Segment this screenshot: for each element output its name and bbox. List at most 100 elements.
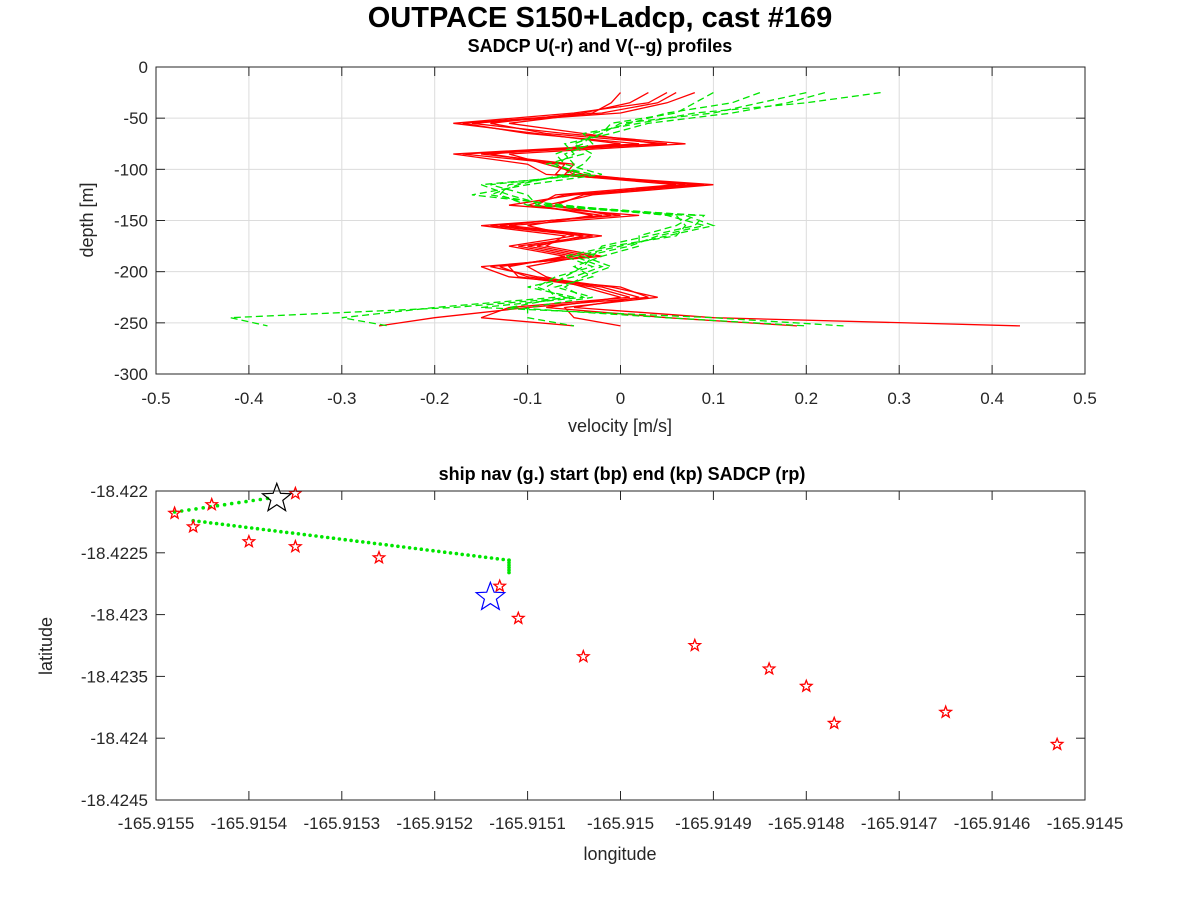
y-tick-label: -50 [123, 109, 148, 128]
ship-nav-point [226, 523, 231, 527]
v-profile-line [487, 92, 714, 327]
x-tick-label: 0.1 [702, 389, 726, 408]
ship-nav-point [201, 506, 205, 510]
ship-nav-point [187, 508, 191, 512]
ship-nav-point [249, 526, 254, 530]
ship-nav-point [314, 534, 318, 538]
ship-nav-point [251, 498, 255, 503]
y-tick-label: -18.422 [90, 482, 148, 501]
x-tick-label: -165.9154 [211, 814, 288, 833]
x-tick-label: -165.9155 [118, 814, 195, 833]
y-tick-label: -18.4225 [81, 544, 148, 563]
sadcp-point [492, 578, 508, 593]
ship-nav-point [419, 547, 424, 551]
ship-nav-point [331, 536, 336, 540]
ship-nav-point [366, 540, 371, 545]
figure-title: OUTPACE S150+Ladcp, cast #169 [367, 2, 833, 34]
nav-plot: -165.9155 -165.9154 -165.9153 -165.9152 -165… [36, 481, 1123, 864]
ship-nav-point [349, 538, 353, 543]
ship-nav-point [302, 532, 307, 537]
sadcp-point [185, 518, 201, 534]
x-tick-label: -165.9146 [954, 814, 1031, 833]
ship-nav-point [425, 548, 429, 552]
ship-nav-point [255, 526, 260, 531]
x-tick-label: -165.9152 [396, 814, 473, 833]
y-tick-label: -100 [114, 160, 148, 179]
ship-nav-point [396, 544, 400, 549]
ship-nav-point [208, 521, 213, 525]
ship-nav-point [215, 503, 220, 508]
ship-nav-point [194, 507, 198, 511]
sadcp-point [575, 648, 591, 664]
ship-nav-point [279, 529, 283, 534]
x-tick-label: -165.9149 [675, 814, 752, 833]
x-tick-label: 0.5 [1073, 389, 1097, 408]
sadcp-point [167, 505, 183, 520]
ship-nav-point [203, 520, 207, 524]
x-tick-label: 0.2 [794, 389, 818, 408]
profile-plot-ticks: -0.5 -0.4 -0.3 -0.2 -0.1 0 0.1 0.2 0.3 0.4 0.5 0 -50… [114, 58, 1097, 408]
ship-nav-point [238, 524, 242, 529]
ship-nav-point [229, 501, 234, 506]
x-tick-label: -0.3 [327, 389, 356, 408]
ship-nav-point [390, 543, 394, 548]
ship-nav-point [466, 553, 470, 557]
sadcp-point [371, 549, 387, 565]
v-profile-line [471, 91, 844, 327]
x-tick-label: -165.9145 [1047, 814, 1124, 833]
ship-nav-point [232, 524, 236, 528]
y-tick-label: -18.4235 [81, 667, 148, 686]
x-tick-label: 0.3 [887, 389, 911, 408]
ship-nav-point [501, 557, 506, 562]
sadcp-point [798, 678, 814, 693]
y-tick-label: -150 [114, 212, 148, 231]
u-profile-line [453, 92, 695, 327]
ship-nav-point [325, 535, 330, 540]
ship-nav-point [442, 550, 447, 554]
nav-x-axis-label: longitude [583, 844, 656, 864]
ship-nav-point [407, 546, 412, 550]
y-tick-label: -250 [114, 314, 148, 333]
ship-nav-point [261, 527, 266, 532]
ship-nav-point [197, 519, 201, 524]
start-point-marker [474, 580, 507, 611]
ship-nav-point [258, 497, 263, 502]
ship-nav-point [290, 531, 295, 535]
x-tick-label: -165.9148 [768, 814, 845, 833]
x-tick-label: -0.4 [234, 389, 263, 408]
ship-nav-point [489, 556, 494, 560]
ship-nav-point [337, 537, 342, 541]
y-tick-label: -200 [114, 263, 148, 282]
ship-nav-point [343, 537, 348, 542]
ship-nav-point [448, 551, 453, 555]
x-tick-label: -165.9153 [304, 814, 381, 833]
ship-nav-point [460, 552, 465, 557]
x-tick-label: -165.9147 [861, 814, 938, 833]
ship-nav-point [454, 551, 459, 556]
ship-nav-point [372, 541, 377, 546]
sadcp-point [204, 496, 220, 512]
ship-nav-point [214, 521, 219, 526]
sadcp-point [1049, 736, 1065, 751]
ship-nav-point [478, 554, 482, 559]
ship-nav-point [296, 532, 301, 536]
ship-nav-point [244, 525, 248, 530]
ship-nav-point [222, 502, 227, 507]
y-tick-label: -18.423 [90, 606, 148, 625]
x-tick-label: 0 [616, 389, 625, 408]
y-tick-label: -18.4245 [81, 791, 148, 810]
nav-plot-ticks: -165.9155 -165.9154 -165.9153 -165.9152 -165… [81, 482, 1123, 833]
nav-plot-title: ship nav (g.) start (bp) end (kp) SADCP … [438, 464, 806, 484]
sadcp-point [687, 637, 703, 652]
ship-nav-point [507, 570, 511, 575]
ship-nav-point [507, 565, 511, 570]
ship-nav-point [320, 535, 324, 539]
x-tick-label: -0.2 [420, 389, 449, 408]
sadcp-point [761, 661, 777, 676]
ship-nav-point [413, 546, 418, 551]
nav-plot-data [167, 481, 1065, 751]
ship-nav-point [308, 533, 312, 538]
nav-y-axis-label: latitude [36, 617, 56, 675]
u-profile-line [471, 91, 798, 327]
